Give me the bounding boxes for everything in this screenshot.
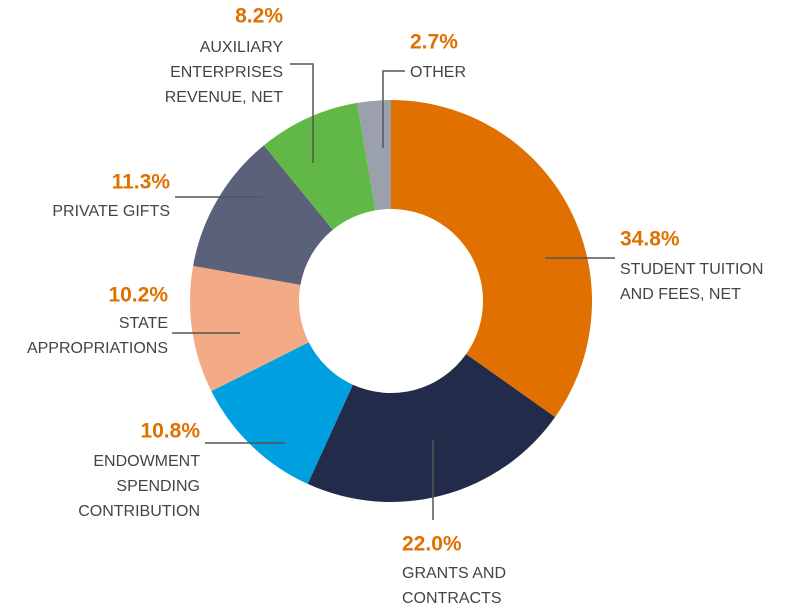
donut-slice [391, 100, 592, 418]
category-label: GRANTS AND CONTRACTS [402, 565, 506, 607]
category-label: STUDENT TUITION AND FEES, NET [620, 261, 763, 303]
category-label: STATE APPROPRIATIONS [27, 315, 168, 357]
category-label: PRIVATE GIFTS [52, 203, 170, 220]
category-label: AUXILIARY ENTERPRISES REVENUE, NET [165, 39, 284, 106]
value-label: 11.3% [112, 171, 171, 194]
value-label: 10.8% [140, 420, 200, 443]
value-label: 8.2% [235, 5, 283, 28]
value-label: 10.2% [108, 284, 168, 307]
category-label: OTHER [410, 64, 466, 81]
donut-slice [263, 102, 376, 230]
value-label: 2.7% [410, 31, 458, 54]
donut-slice [190, 265, 309, 392]
leader-line [382, 70, 405, 148]
leader-line [290, 63, 314, 163]
value-label: 22.0% [402, 533, 462, 556]
value-label: 34.8% [620, 228, 680, 251]
donut-slice [307, 354, 556, 502]
donut-slice [211, 342, 353, 484]
category-label: ENDOWMENT SPENDING CONTRIBUTION [78, 453, 200, 520]
donut-slice [193, 145, 333, 285]
